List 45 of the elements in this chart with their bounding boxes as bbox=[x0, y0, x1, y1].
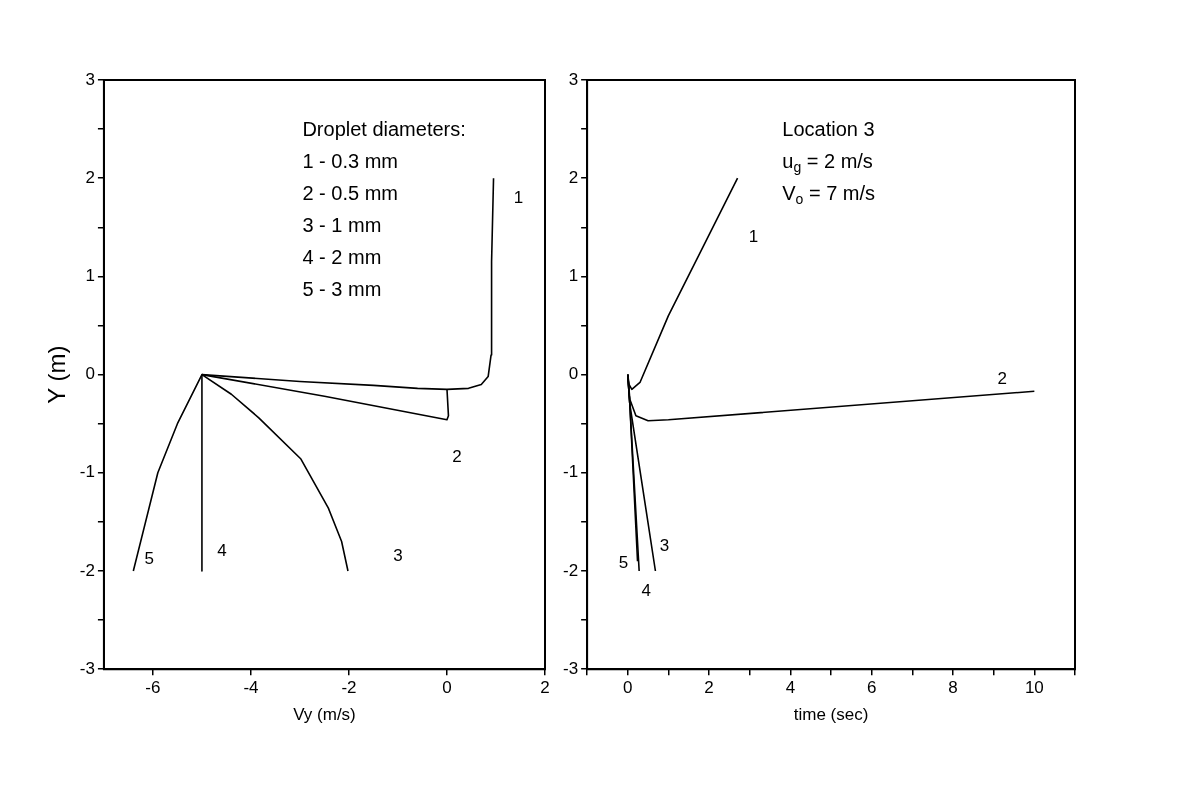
y-axis-title: Y (m) bbox=[43, 345, 71, 404]
x-axis-title: Vy (m/s) bbox=[293, 705, 356, 725]
y-tick-label: 2 bbox=[85, 167, 95, 187]
annotation: Location 3 bbox=[782, 117, 875, 140]
annotation: 3 - 1 mm bbox=[302, 213, 382, 236]
x-tick-label: 2 bbox=[540, 678, 550, 698]
y-tick-label: -2 bbox=[79, 560, 95, 580]
annotation: Droplet diameters: bbox=[302, 117, 466, 140]
x-tick-label: 0 bbox=[442, 678, 452, 698]
series-label: 4 bbox=[641, 580, 651, 600]
x-tick-label: 4 bbox=[785, 678, 796, 698]
annotation: 5 - 3 mm bbox=[302, 277, 382, 300]
y-tick-label: -1 bbox=[79, 462, 95, 482]
series-label: 5 bbox=[618, 552, 629, 572]
annotation: 2 - 0.5 mm bbox=[302, 181, 398, 204]
y-tick-label: 0 bbox=[568, 364, 579, 384]
series-label: 5 bbox=[144, 548, 155, 568]
y-tick-label: 0 bbox=[85, 364, 95, 384]
x-axis-title: time (sec) bbox=[793, 705, 869, 725]
x-tick-label: -6 bbox=[145, 678, 161, 698]
series-label: 1 bbox=[513, 187, 524, 207]
y-tick-label: -1 bbox=[562, 462, 579, 482]
y-tick-label: -3 bbox=[562, 658, 579, 678]
annotation: 1 - 0.3 mm bbox=[302, 149, 398, 172]
y-tick-label: 1 bbox=[85, 266, 95, 286]
x-tick-label: 6 bbox=[866, 678, 877, 698]
series-label: 1 bbox=[748, 226, 759, 246]
x-tick-label: 2 bbox=[704, 678, 714, 698]
y-tick-label: 2 bbox=[568, 167, 579, 187]
y-tick-label: 1 bbox=[568, 266, 579, 286]
series-label: 2 bbox=[997, 368, 1008, 388]
x-tick-label: 10 bbox=[1024, 678, 1044, 698]
y-tick-label: -2 bbox=[562, 560, 579, 580]
x-tick-label: -2 bbox=[341, 678, 357, 698]
series-label: 4 bbox=[217, 540, 227, 560]
y-tick-label: 3 bbox=[85, 69, 95, 89]
y-tick-label: -3 bbox=[79, 658, 95, 678]
annotation: 4 - 2 mm bbox=[302, 245, 382, 268]
series-label: 3 bbox=[659, 535, 670, 555]
series-label: 2 bbox=[452, 447, 462, 467]
x-tick-label: -4 bbox=[243, 678, 259, 698]
x-tick-label: 8 bbox=[948, 678, 958, 698]
x-tick-label: 0 bbox=[623, 678, 633, 698]
text: 3 bbox=[393, 545, 403, 565]
y-tick-label: 3 bbox=[568, 69, 579, 89]
